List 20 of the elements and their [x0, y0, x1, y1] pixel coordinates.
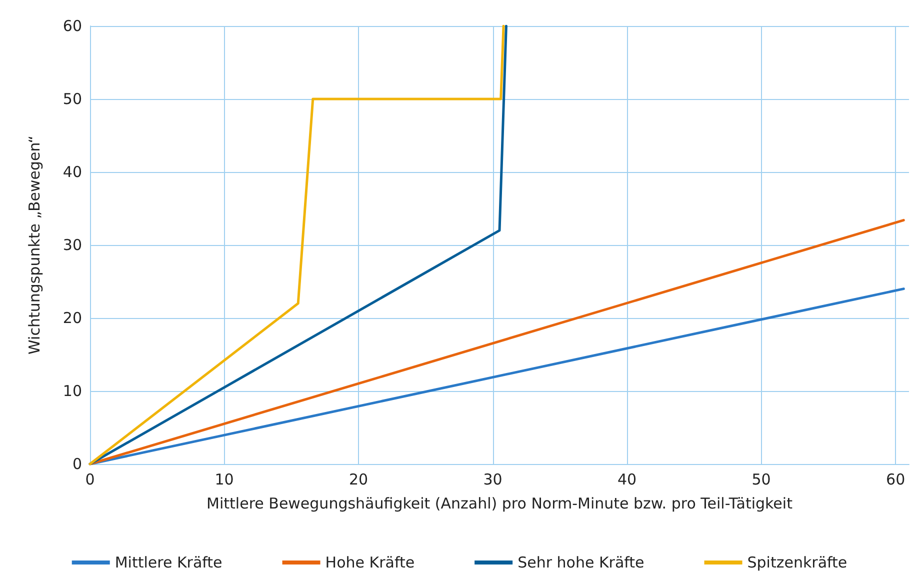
- x-tick-label: 60: [886, 470, 906, 488]
- legend-label: Hohe Kräfte: [325, 554, 415, 572]
- y-tick-label: 50: [62, 90, 82, 108]
- y-tick-label: 30: [62, 236, 82, 254]
- x-tick-label: 0: [85, 470, 95, 488]
- legend-label: Spitzenkräfte: [747, 554, 848, 572]
- y-tick-label: 0: [72, 455, 82, 473]
- x-tick-label: 20: [348, 470, 368, 488]
- x-tick-label: 10: [214, 470, 234, 488]
- x-tick-label: 40: [618, 470, 637, 488]
- y-tick-label: 10: [62, 382, 82, 400]
- y-tick-label: 20: [62, 309, 82, 327]
- x-tick-label: 30: [483, 470, 502, 488]
- y-axis-title: Wichtungspunkte „Bewegen“: [26, 136, 44, 354]
- legend-label: Mittlere Kräfte: [114, 554, 222, 572]
- x-axis-title: Mittlere Bewegungshäufigkeit (Anzahl) pro Norm-Minute bzw. pro Teil-Tätigkeit: [206, 494, 793, 512]
- legend-label: Sehr hohe Kräfte: [518, 554, 644, 572]
- y-tick-label: 60: [62, 17, 82, 35]
- y-tick-label: 40: [62, 163, 82, 181]
- x-tick-label: 50: [752, 470, 771, 488]
